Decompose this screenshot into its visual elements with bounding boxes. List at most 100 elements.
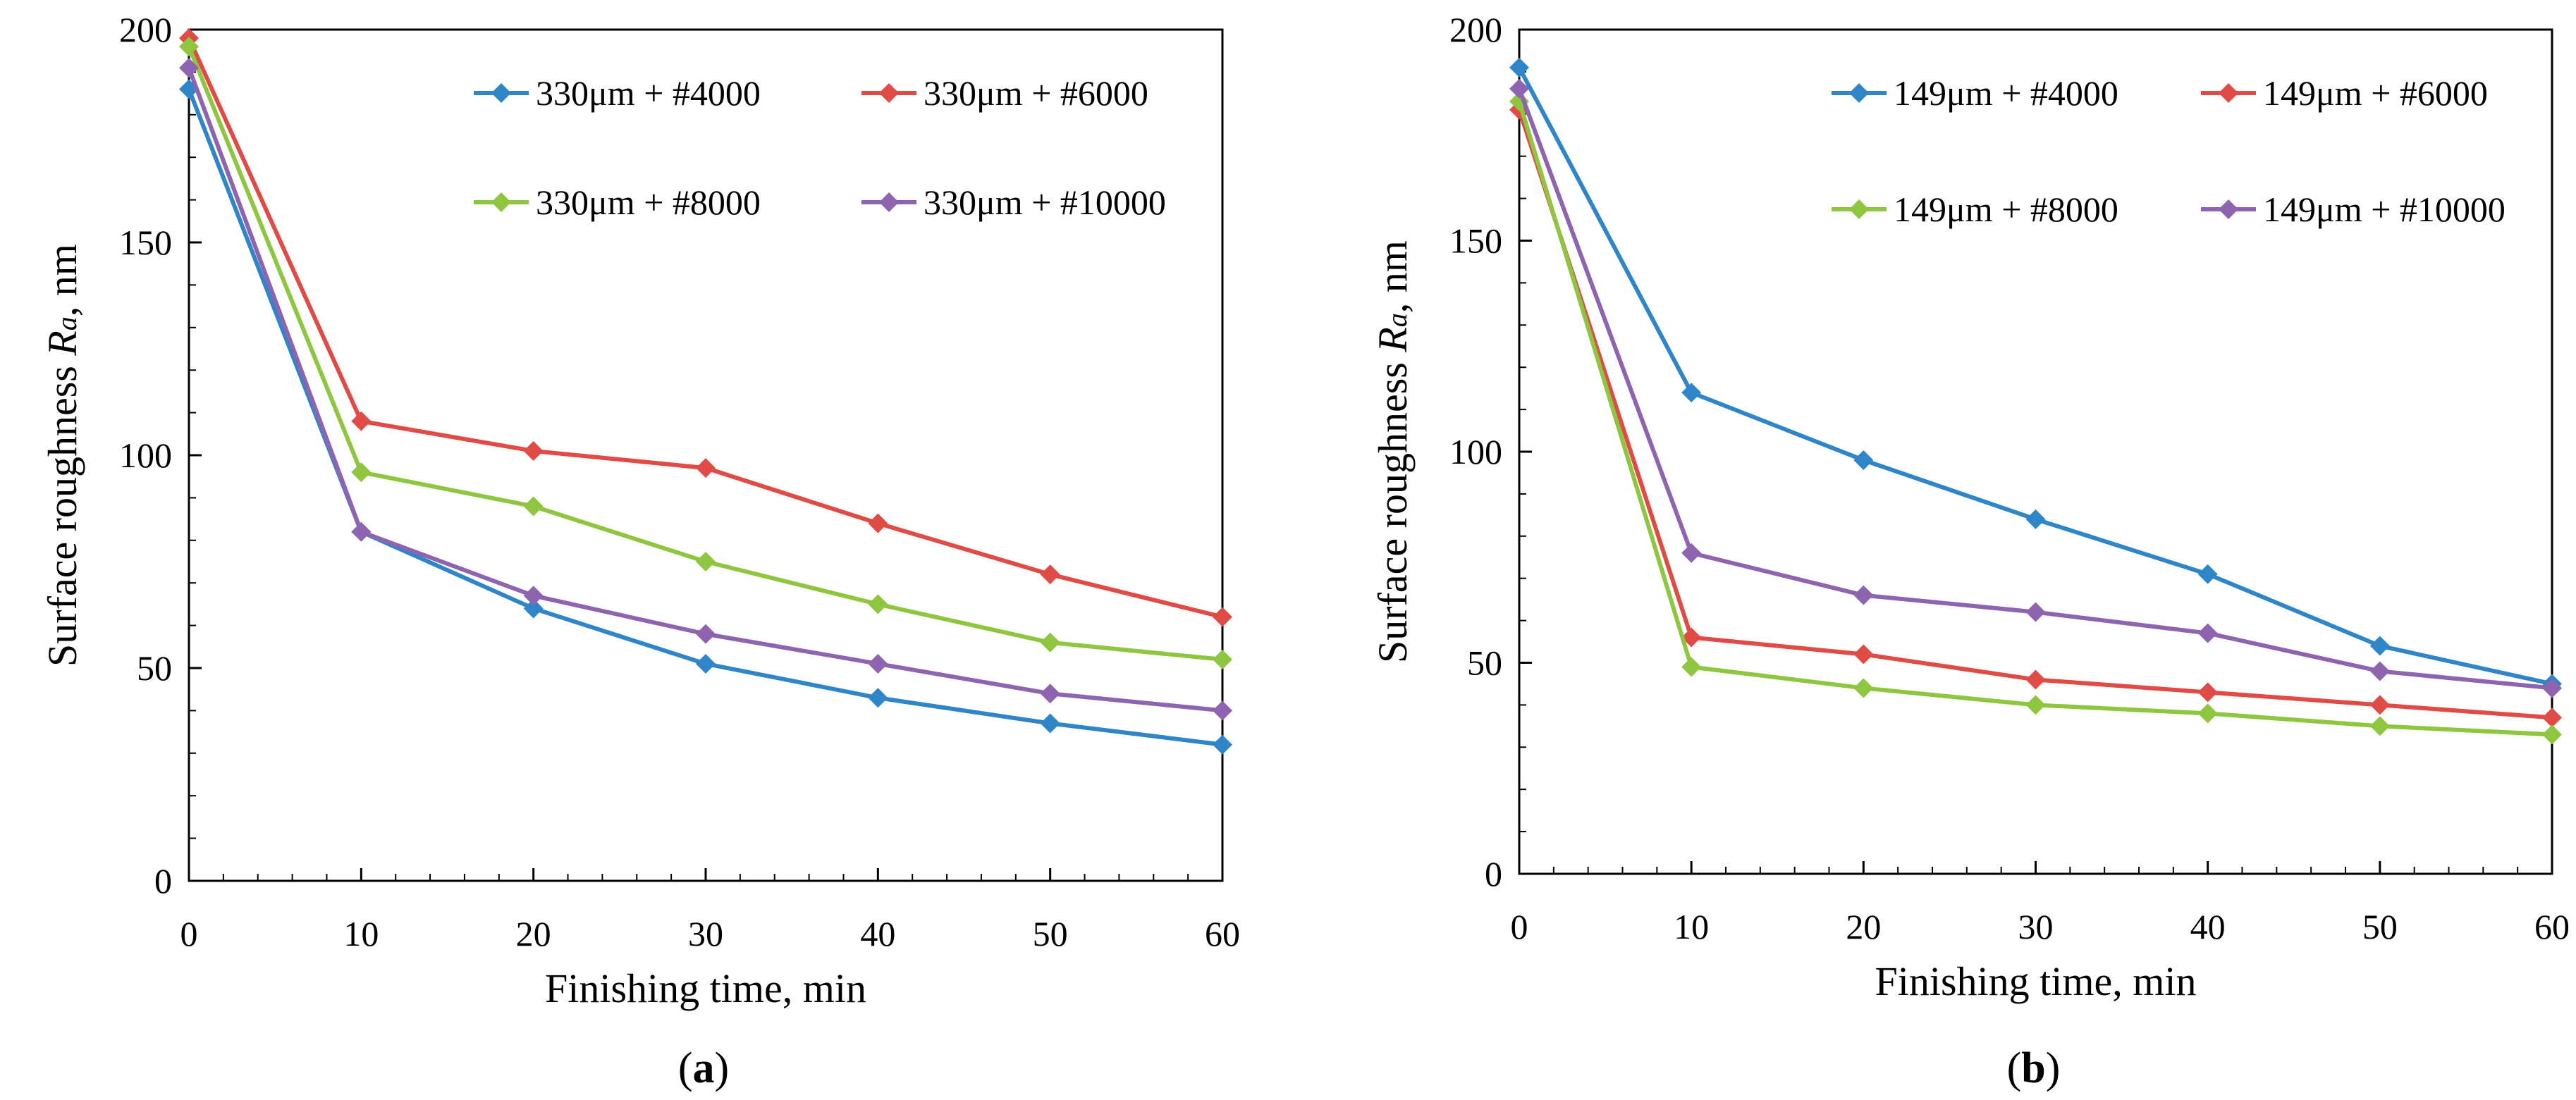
data-point [523, 586, 544, 606]
y-tick-label: 50 [1467, 643, 1502, 683]
legend-label: 330μm + #4000 [536, 73, 761, 113]
legend-label: 330μm + #6000 [924, 73, 1148, 113]
data-point [1853, 678, 1874, 698]
x-tick-label: 40 [2190, 907, 2226, 946]
data-point [868, 594, 888, 614]
data-point [1213, 649, 1232, 669]
y-tick-label: 150 [119, 223, 172, 262]
data-point [1040, 564, 1060, 585]
x-tick-label: 50 [1033, 914, 1068, 953]
data-point [2025, 602, 2046, 622]
data-point [868, 513, 888, 533]
data-point [1853, 450, 1874, 470]
data-point [351, 521, 372, 542]
data-point [868, 653, 888, 674]
x-tick-label: 50 [2362, 907, 2398, 946]
y-tick-label: 50 [137, 648, 172, 688]
data-point [1509, 57, 1529, 78]
data-point [1681, 627, 1702, 648]
legend-label: 149μm + #8000 [1894, 190, 2118, 229]
legend-label: 330μm + #8000 [536, 183, 761, 222]
x-tick-label: 0 [1511, 907, 1528, 946]
y-axis-title: Surface roughness Ra, nm [39, 244, 85, 667]
data-point [1213, 734, 1232, 755]
legend-item-1: 149μm + #4000 [1832, 73, 2118, 113]
legend-swatch-marker [1849, 83, 1869, 103]
x-tick-label: 40 [860, 914, 895, 953]
data-point [2197, 682, 2218, 703]
x-tick-label: 20 [516, 914, 551, 953]
legend-swatch-marker [491, 83, 511, 103]
legend-item-3: 330μm + #8000 [474, 183, 761, 222]
data-point [2369, 695, 2390, 715]
legend-label: 149μm + #10000 [2263, 190, 2506, 229]
x-tick-label: 30 [688, 914, 723, 953]
x-tick-label: 30 [2018, 907, 2054, 946]
data-point [2197, 564, 2218, 584]
x-tick-label: 20 [1846, 907, 1881, 946]
y-axis-title: Surface roughness Ra, nm [1370, 240, 1416, 663]
data-point [2369, 636, 2390, 656]
legend-swatch-marker [879, 192, 899, 212]
data-point [1853, 585, 1874, 605]
y-tick-label: 0 [154, 861, 172, 901]
y-tick-label: 100 [1449, 432, 1502, 471]
panel-label: (b) [2007, 1044, 2061, 1092]
data-point [351, 462, 372, 483]
data-point [1509, 78, 1529, 99]
data-point [1213, 607, 1232, 627]
x-tick-label: 10 [1674, 907, 1709, 946]
data-point [696, 552, 716, 571]
legend-item-3: 149μm + #8000 [1832, 190, 2118, 229]
data-point [2542, 707, 2562, 728]
data-point [1681, 543, 1702, 563]
y-tick-label: 200 [1449, 10, 1502, 49]
legend-label: 149μm + #4000 [1894, 73, 2118, 113]
y-tick-label: 0 [1485, 854, 1502, 894]
y-tick-label: 200 [119, 10, 172, 49]
x-axis-title: Finishing time, min [1875, 958, 2197, 1004]
x-tick-label: 0 [180, 914, 198, 953]
data-point [2542, 678, 2562, 698]
data-point [2369, 661, 2390, 681]
legend-swatch-marker [879, 83, 899, 103]
legend-label: 149μm + #6000 [2263, 73, 2488, 113]
data-point [1853, 644, 1874, 665]
data-point [523, 496, 544, 517]
x-tick-label: 60 [2534, 907, 2570, 946]
panel-label: (a) [678, 1044, 729, 1092]
legend-item-1: 330μm + #4000 [474, 73, 761, 113]
data-point [696, 653, 716, 674]
legend-swatch-marker [2219, 83, 2238, 103]
chart-panel-b: 0 50 100 150 200 0 10 20 30 40 50 60 Finishing time,… [1370, 10, 2570, 1092]
data-point [1040, 713, 1060, 734]
legend-item-4: 330μm + #10000 [861, 183, 1166, 222]
data-point [351, 411, 372, 431]
data-point [523, 440, 544, 461]
data-point [1040, 684, 1060, 704]
y-tick-label: 100 [119, 435, 172, 475]
legend-swatch-marker [1849, 199, 1869, 219]
legend-swatch-marker [491, 192, 511, 212]
y-tick-label: 150 [1449, 221, 1502, 261]
x-tick-label: 60 [1205, 914, 1240, 953]
data-point [1681, 657, 1702, 677]
data-point [2025, 669, 2046, 690]
data-point [2542, 724, 2562, 745]
data-point [1040, 632, 1060, 653]
legend-label: 330μm + #10000 [924, 183, 1166, 222]
chart-panel-a: 0 50 100 150 200 0 10 20 30 40 50 60 Finishing time,… [39, 10, 1240, 1092]
data-point [2197, 703, 2218, 724]
legend-item-2: 149μm + #6000 [2201, 73, 2488, 113]
data-point [179, 37, 199, 57]
data-point [2025, 695, 2046, 715]
data-point [1213, 700, 1232, 721]
legend-item-2: 330μm + #6000 [861, 73, 1148, 113]
data-point [1681, 383, 1702, 403]
data-point [868, 688, 888, 708]
data-point [696, 458, 716, 478]
data-point [2025, 509, 2046, 529]
